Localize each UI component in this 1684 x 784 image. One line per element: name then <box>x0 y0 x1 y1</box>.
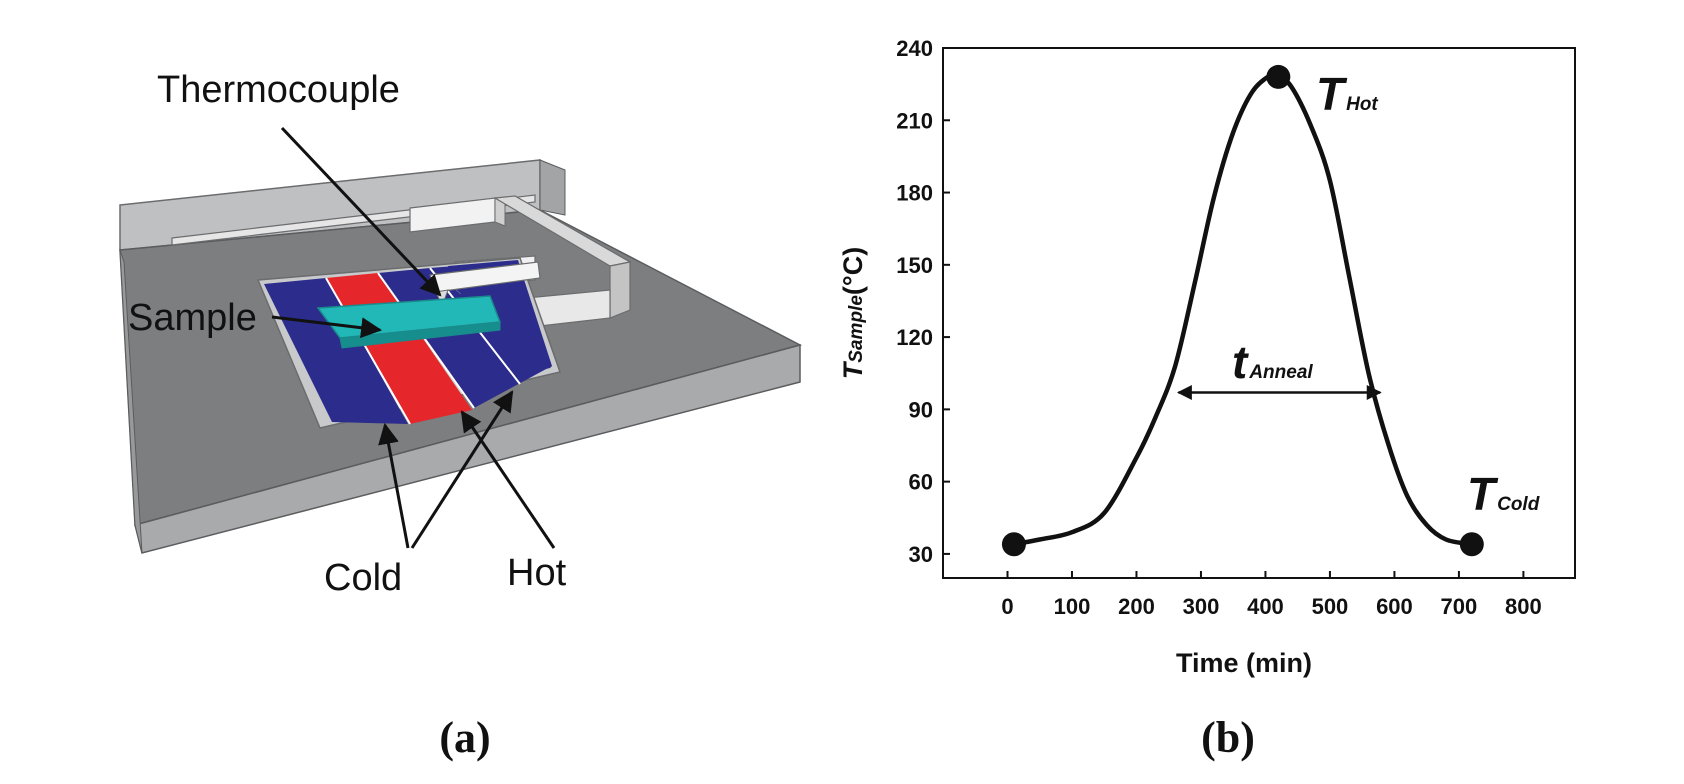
t-cold-annotation: T Cold <box>1467 468 1540 520</box>
stage-rail <box>171 194 536 246</box>
data-marker <box>1459 532 1484 557</box>
t-anneal-annotation: t Anneal <box>1232 336 1313 388</box>
x-tick-label: 0 <box>1001 594 1013 619</box>
data-marker <box>1266 64 1291 89</box>
x-tick-label: 400 <box>1247 594 1284 619</box>
series-line <box>1011 71 1475 547</box>
panel-a-stage-diagram: Thermocouple Sample Cold Hot (a) <box>119 69 803 762</box>
y-axis: 30 60 90 120 150 180 210 240 <box>896 36 950 567</box>
t-hot-annotation: T Hot <box>1316 68 1378 120</box>
sample-arrow <box>271 315 383 339</box>
x-axis-title: Time (min) <box>1176 648 1312 678</box>
panel-a-label: (a) <box>439 713 490 762</box>
y-tick-label: 240 <box>896 36 933 61</box>
cold-label: Cold <box>324 557 402 599</box>
plot-frame <box>942 47 1576 579</box>
x-tick-label: 800 <box>1505 594 1542 619</box>
x-tick-label: 700 <box>1441 594 1478 619</box>
thermocouple-arrow <box>280 126 442 297</box>
panel-b-temperature-chart: 30 60 90 120 150 180 210 240 0 100 200 300 400 500 60… <box>838 36 1576 762</box>
cold-arrow-right <box>410 390 514 549</box>
y-tick-label: 120 <box>896 325 933 350</box>
y-axis-title: TSample(°C) <box>838 247 868 379</box>
x-tick-label: 100 <box>1054 594 1091 619</box>
y-tick-label: 210 <box>896 108 933 133</box>
hot-arrow <box>460 410 556 549</box>
data-markers <box>1001 64 1484 557</box>
y-tick-label: 150 <box>896 253 933 278</box>
data-marker <box>1001 532 1026 557</box>
cold-arrow-left <box>378 422 410 549</box>
sample-label: Sample <box>128 297 257 339</box>
y-tick-label: 180 <box>896 181 933 206</box>
y-tick-label: 90 <box>909 397 933 422</box>
y-tick-label: 30 <box>909 542 933 567</box>
panel-b-label: (b) <box>1201 713 1255 762</box>
y-tick-label: 60 <box>909 470 933 495</box>
x-tick-label: 200 <box>1118 594 1155 619</box>
x-tick-label: 500 <box>1312 594 1349 619</box>
x-tick-label: 300 <box>1183 594 1220 619</box>
x-tick-label: 600 <box>1376 594 1413 619</box>
x-axis: 0 100 200 300 400 500 600 700 800 <box>1001 571 1542 619</box>
thermocouple-label: Thermocouple <box>157 69 400 111</box>
hot-label: Hot <box>507 552 567 594</box>
